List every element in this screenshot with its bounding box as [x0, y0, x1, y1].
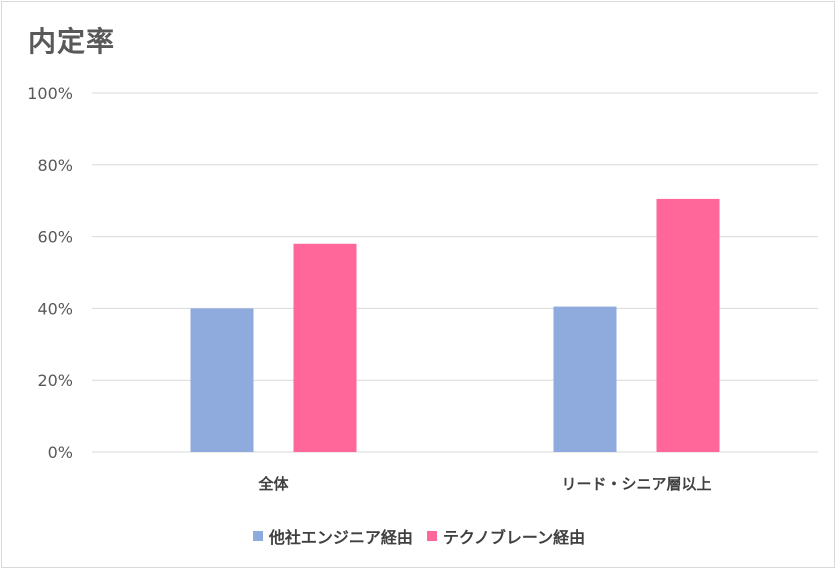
x-category-label: リード・シニア層以上	[561, 475, 711, 493]
y-tick-label: 20%	[37, 371, 73, 390]
y-axis-ticks: 0% 20% 40% 60% 80% 100%	[27, 84, 73, 462]
y-tick-label: 60%	[37, 228, 73, 247]
bar-1-0	[553, 306, 617, 452]
bars	[190, 198, 720, 452]
bar-0-0	[190, 308, 254, 452]
x-axis-categories: 全体 リード・シニア層以上	[257, 475, 711, 493]
legend-label-1: テクノブレーン経由	[442, 528, 586, 547]
legend-item-series-0: 他社エンジニア経由	[252, 524, 413, 548]
legend: 他社エンジニア経由 テクノブレーン経由	[0, 524, 838, 548]
bar-1-1	[656, 198, 720, 452]
legend-item-series-1: テクノブレーン経由	[426, 524, 586, 548]
legend-label-0: 他社エンジニア経由	[268, 528, 413, 547]
y-tick-label: 80%	[37, 156, 73, 175]
legend-swatch-1	[426, 531, 437, 541]
y-tick-label: 0%	[48, 443, 73, 462]
y-tick-label: 100%	[27, 84, 73, 103]
legend-swatch-0	[252, 531, 263, 541]
y-tick-label: 40%	[37, 299, 73, 318]
bar-0-1	[293, 243, 357, 452]
x-category-label: 全体	[257, 475, 289, 493]
chart-title: 内定率	[28, 25, 116, 58]
